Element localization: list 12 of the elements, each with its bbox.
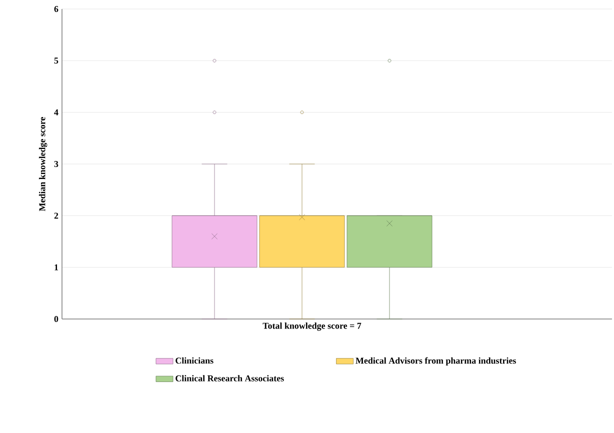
legend-label: Medical Advisors from pharma industries (356, 357, 516, 366)
legend-label: Clinicians (176, 357, 214, 364)
y-tick-label: 5 (54, 58, 58, 64)
y-axis-title: Median knowledge score (38, 116, 48, 212)
y-tick-label: 2 (54, 212, 58, 219)
legend-label: Clinical Research Associates (176, 375, 284, 382)
y-tick-label: 4 (54, 109, 58, 116)
y-tick-label: 0 (54, 316, 58, 322)
y-tick-label: 6 (54, 6, 58, 12)
y-tick-label: 3 (54, 160, 58, 168)
x-tick-label: Total knowledge score = 7 (262, 322, 362, 331)
y-tick-label: 1 (54, 264, 58, 270)
